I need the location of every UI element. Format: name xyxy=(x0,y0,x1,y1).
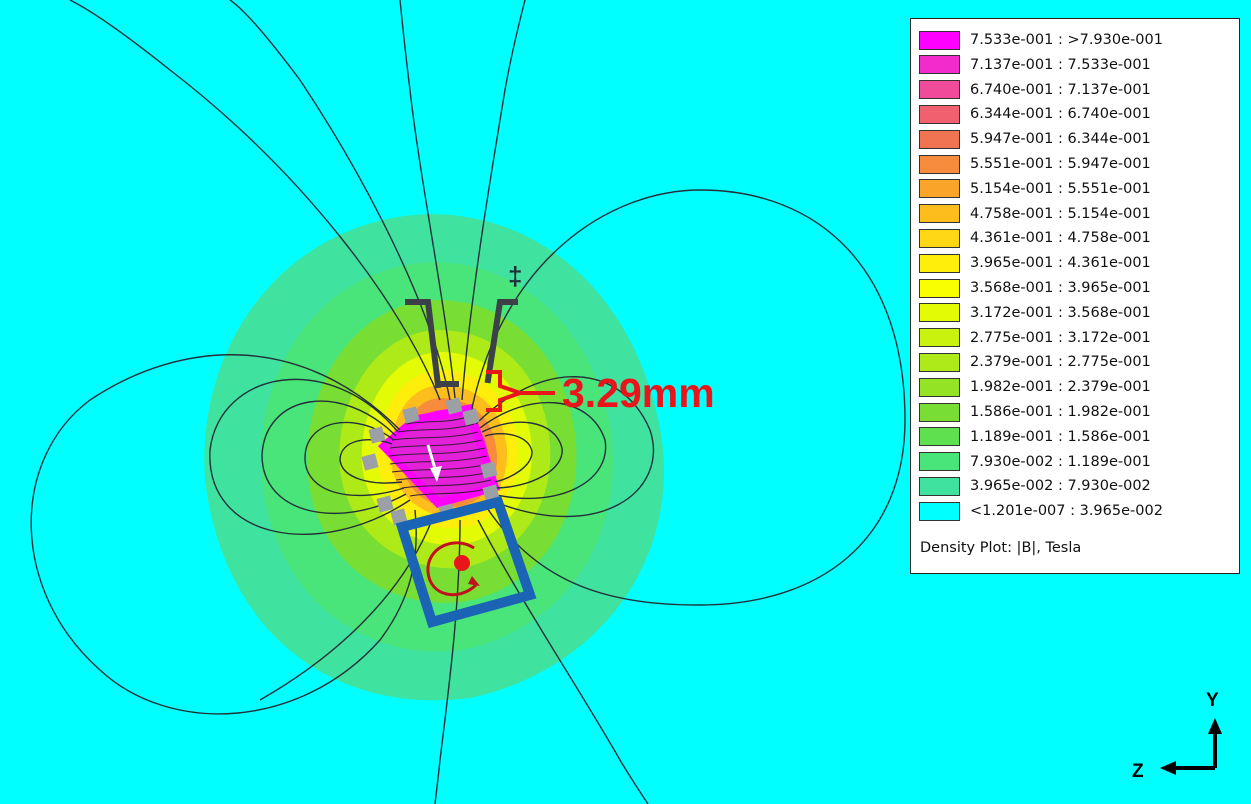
double-dagger-marker: ‡ xyxy=(508,261,522,291)
legend-entry: 4.361e-001 : 4.758e-001 xyxy=(919,227,1151,249)
legend-swatch xyxy=(919,204,960,224)
legend-entry: 3.568e-001 : 3.965e-001 xyxy=(919,277,1151,299)
legend-title: Density Plot: |B|, Tesla xyxy=(920,540,1082,556)
legend-swatch xyxy=(919,278,960,298)
magnet-field-lines xyxy=(388,415,492,497)
legend-entry: 3.965e-001 : 4.361e-001 xyxy=(919,252,1151,274)
legend-swatch xyxy=(919,501,960,521)
legend-entry-label: 1.586e-001 : 1.982e-001 xyxy=(970,404,1151,420)
legend-entry: 3.172e-001 : 3.568e-001 xyxy=(919,302,1151,324)
legend-entry: 1.586e-001 : 1.982e-001 xyxy=(919,401,1151,423)
legend-entry: 1.189e-001 : 1.586e-001 xyxy=(919,426,1151,448)
rotation-indicator xyxy=(426,541,480,597)
dimension-label: 3.29mm xyxy=(562,370,715,416)
legend-swatch xyxy=(919,104,960,124)
legend-entry-label: 6.344e-001 : 6.740e-001 xyxy=(970,106,1151,123)
legend-swatch xyxy=(919,80,960,100)
legend-entry: 2.775e-001 : 3.172e-001 xyxy=(919,327,1151,349)
legend-entry-label: 3.965e-002 : 7.930e-002 xyxy=(970,478,1151,495)
legend-swatch xyxy=(919,154,960,174)
rotor-frame xyxy=(395,495,537,629)
legend-entry: 2.379e-001 : 2.775e-001 xyxy=(919,351,1151,373)
legend-swatch xyxy=(919,377,960,397)
legend-swatch xyxy=(919,476,960,496)
legend-entry-label: 7.137e-001 : 7.533e-001 xyxy=(970,56,1151,73)
legend-entry: 1.982e-001 : 2.379e-001 xyxy=(919,376,1151,398)
legend-entry: 4.758e-001 : 5.154e-001 xyxy=(919,203,1151,225)
legend-swatch xyxy=(919,129,960,149)
dimension-annotation: 3.29mm xyxy=(486,370,715,416)
legend-swatch xyxy=(919,352,960,372)
legend-entry-label: <1.201e-007 : 3.965e-002 xyxy=(970,503,1163,520)
legend-entry: 6.344e-001 : 6.740e-001 xyxy=(919,103,1151,125)
legend-entry: 7.930e-002 : 1.189e-001 xyxy=(919,451,1151,473)
magnetization-arrow xyxy=(426,444,442,482)
legend-entry: 5.947e-001 : 6.344e-001 xyxy=(919,128,1151,150)
legend-entry-label: 7.930e-002 : 1.189e-001 xyxy=(970,453,1151,470)
legend-entry-label: 5.551e-001 : 5.947e-001 xyxy=(970,156,1151,172)
legend-swatch xyxy=(919,228,960,248)
legend-swatch xyxy=(919,30,960,50)
legend-swatch xyxy=(919,427,960,447)
legend-entry-label: 1.189e-001 : 1.586e-001 xyxy=(970,428,1151,445)
z-axis-label: Z xyxy=(1132,761,1144,782)
legend-swatch xyxy=(919,303,960,323)
legend-entry-label: 1.982e-001 : 2.379e-001 xyxy=(970,379,1151,396)
legend-entry-label: 2.379e-001 : 2.775e-001 xyxy=(970,354,1151,371)
legend-entry: 7.533e-001 : >7.930e-001 xyxy=(919,29,1163,51)
axes-triad: Y Z xyxy=(1132,690,1222,782)
legend-entry-label: 5.154e-001 : 5.551e-001 xyxy=(970,180,1151,197)
legend-entry-label: 3.172e-001 : 3.568e-001 xyxy=(970,304,1151,321)
legend-entry: 7.137e-001 : 7.533e-001 xyxy=(919,54,1151,76)
legend-entry-label: 6.740e-001 : 7.137e-001 xyxy=(970,81,1151,98)
legend-entry-label: 7.533e-001 : >7.930e-001 xyxy=(970,32,1163,48)
y-axis-label: Y xyxy=(1206,690,1219,711)
legend-swatch xyxy=(919,253,960,273)
legend-entry-label: 3.965e-001 : 4.361e-001 xyxy=(970,255,1151,272)
legend-entry-label: 4.758e-001 : 5.154e-001 xyxy=(970,205,1151,222)
legend-entry: 6.740e-001 : 7.137e-001 xyxy=(919,79,1151,101)
legend-swatch xyxy=(919,452,960,472)
flux-contour-lines xyxy=(30,0,906,804)
legend-entry: <1.201e-007 : 3.965e-002 xyxy=(919,500,1163,522)
upper-bracket xyxy=(405,299,518,389)
legend-swatch xyxy=(919,179,960,199)
density-legend: 7.533e-001 : >7.930e-001 7.137e-001 : 7.5… xyxy=(910,18,1240,574)
legend-swatch xyxy=(919,402,960,422)
legend-entry: 3.965e-002 : 7.930e-002 xyxy=(919,475,1151,497)
legend-entry-label: 4.361e-001 : 4.758e-001 xyxy=(970,230,1151,247)
legend-entry-label: 2.775e-001 : 3.172e-001 xyxy=(970,329,1151,346)
legend-entry: 5.551e-001 : 5.947e-001 xyxy=(919,153,1151,175)
legend-swatch xyxy=(919,55,960,75)
legend-entry-label: 3.568e-001 : 3.965e-001 xyxy=(970,280,1151,296)
legend-entry-label: 5.947e-001 : 6.344e-001 xyxy=(970,131,1151,148)
legend-swatch xyxy=(919,328,960,348)
legend-entry: 5.154e-001 : 5.551e-001 xyxy=(919,178,1151,200)
